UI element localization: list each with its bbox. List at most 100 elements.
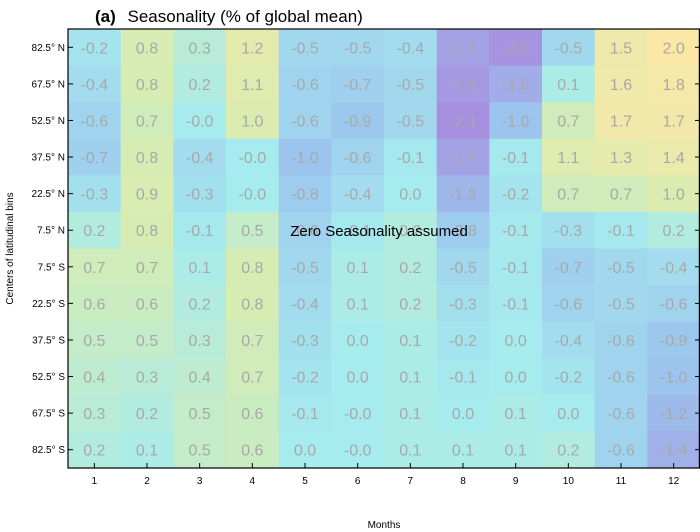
heatmap-cell	[278, 431, 332, 469]
cell-value-label: 0.2	[399, 223, 421, 240]
cell-value-label: 1.2	[241, 40, 263, 57]
heatmap-cell	[226, 394, 280, 433]
cell-value-label: -0.5	[291, 260, 319, 277]
cell-value-label: -0.6	[660, 296, 688, 313]
heatmap-cell	[542, 211, 596, 250]
heatmap-cell	[68, 431, 122, 469]
heatmap-cell	[384, 394, 438, 433]
cell-value-label: -0.5	[449, 260, 477, 277]
cell-value-label: -0.6	[344, 150, 372, 167]
heatmap-cell	[594, 431, 648, 469]
cell-value-label: -0.8	[291, 187, 319, 204]
heatmap-cell	[489, 321, 543, 359]
heatmap-cell	[68, 29, 122, 67]
cell-value-label: -0.9	[660, 333, 688, 350]
cell-value-label: 0.2	[136, 406, 158, 423]
heatmap-cell	[120, 394, 174, 433]
cell-value-label: 0.3	[136, 370, 158, 387]
cell-value-label: -0.1	[397, 150, 425, 167]
cell-value-label: 1.3	[610, 150, 632, 167]
heatmap-cell	[647, 175, 700, 213]
heatmap-cell	[68, 394, 122, 433]
cell-value-label: 0.7	[610, 187, 632, 204]
cell-value-label: -0.9	[344, 113, 372, 130]
cell-value-label: -0.6	[607, 333, 635, 350]
y-tick-label: 82.5° S	[32, 445, 65, 456]
heatmap-cell	[278, 285, 332, 323]
heatmap-cell	[120, 175, 174, 213]
heatmap-cell	[68, 358, 122, 396]
heatmap-cell	[384, 29, 438, 67]
cell-value-label: 1.7	[663, 113, 685, 130]
heatmap-cell	[173, 29, 227, 67]
cell-value-label: 0.0	[294, 443, 316, 460]
heatmap-cell	[384, 285, 438, 323]
heatmap-cell	[68, 102, 122, 140]
y-axis-label: Centers of latitudinal bins	[5, 192, 16, 304]
heatmap-cell	[173, 431, 227, 469]
heatmap-cell	[594, 102, 648, 140]
cell-value-label: 0.6	[83, 296, 105, 313]
cell-value-label: 0.1	[399, 333, 421, 350]
y-tick-label: 82.5° N	[32, 43, 65, 54]
heatmap-cell	[384, 211, 438, 250]
heatmap-cell	[594, 358, 648, 396]
heatmap-cell	[226, 102, 280, 140]
heatmap-cell	[278, 358, 332, 396]
heatmap-cell	[173, 248, 227, 286]
cell-value-label: -0.3	[449, 296, 477, 313]
cell-value-label: -0.6	[291, 223, 319, 240]
cell-value-label: -0.2	[555, 370, 583, 387]
cell-value-label: 0.1	[136, 443, 158, 460]
heatmap-cell	[542, 431, 596, 469]
cell-value-label: 0.5	[241, 223, 263, 240]
heatmap-cell	[68, 321, 122, 359]
cell-value-label: -0.3	[291, 333, 319, 350]
cell-value-label: -0.3	[186, 187, 214, 204]
x-tick-label: 6	[355, 476, 361, 487]
cell-value-label: 0.6	[241, 406, 263, 423]
cell-value-label: 0.2	[663, 223, 685, 240]
cell-value-label: -0.4	[186, 150, 214, 167]
x-tick-label: 11	[616, 476, 627, 487]
heatmap-cell	[436, 358, 490, 396]
heatmap-cell	[68, 65, 122, 103]
heatmap-cell	[226, 65, 280, 103]
heatmap-cell	[489, 211, 543, 250]
heatmap-cell	[278, 29, 332, 67]
heatmap-cell	[436, 321, 490, 359]
cell-value-label: -0.7	[555, 260, 583, 277]
heatmap-cell	[384, 102, 438, 140]
cell-value-label: 0.1	[347, 296, 369, 313]
cell-value-label: 0.8	[136, 40, 158, 57]
cell-value-label: -0.1	[502, 223, 530, 240]
heatmap-cell	[331, 102, 385, 140]
y-tick-label: 22.5° S	[32, 299, 65, 310]
x-tick-label: 2	[144, 476, 150, 487]
plot-frame	[67, 28, 700, 469]
cell-value-label: 0.1	[399, 406, 421, 423]
cell-value-label: 1.4	[663, 150, 685, 167]
heatmap-cell	[331, 321, 385, 359]
cell-value-label: -0.1	[607, 223, 635, 240]
heatmap-cell	[120, 431, 174, 469]
heatmap-cell	[278, 248, 332, 286]
heatmap-cell	[542, 29, 596, 67]
heatmap-cell	[226, 211, 280, 250]
cell-value-label: -2.0	[502, 40, 530, 57]
heatmap-cell	[594, 394, 648, 433]
heatmap-cell	[436, 175, 490, 213]
cell-value-label: 0.1	[347, 260, 369, 277]
heatmap-cell	[489, 29, 543, 67]
x-tick-label: 10	[563, 476, 575, 487]
cell-value-label: 0.2	[189, 77, 211, 94]
heatmap-cell	[331, 285, 385, 323]
heatmap-cell	[331, 138, 385, 176]
cell-value-label: -0.1	[344, 223, 372, 240]
cell-value-label: -0.5	[607, 296, 635, 313]
cell-value-label: -0.0	[239, 150, 267, 167]
cell-value-label: 0.2	[399, 260, 421, 277]
y-tick-labels: 82.5° N 67.5° N 52.5° N 37.5° N 22.5° N 7.5° …	[32, 43, 66, 456]
cell-value-label: -0.4	[397, 40, 425, 57]
heatmap-cell	[226, 321, 280, 359]
